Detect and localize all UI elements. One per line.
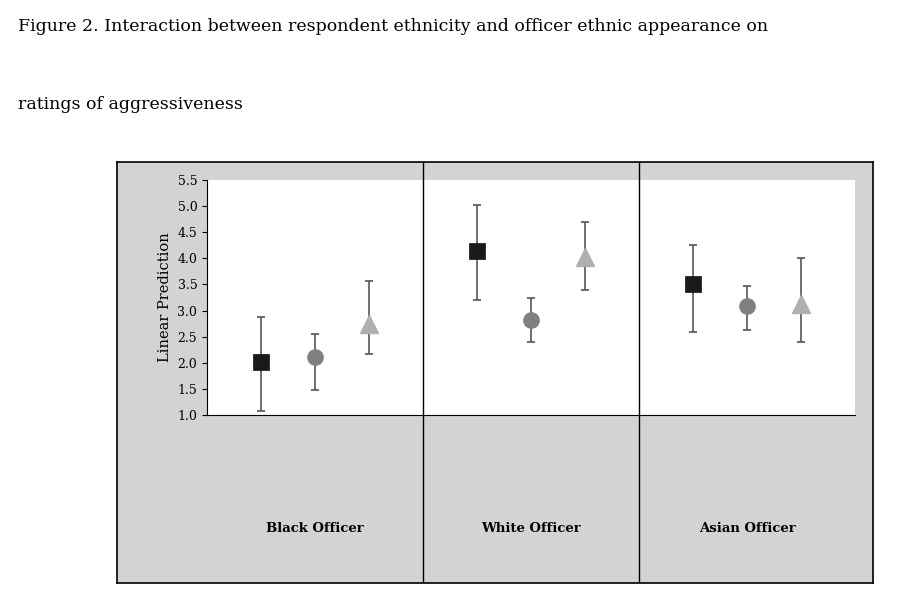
- Text: Black
Resp: Black Resp: [675, 339, 711, 367]
- Text: Black Officer: Black Officer: [266, 522, 364, 535]
- Text: Asian
Resp: Asian Resp: [784, 339, 818, 367]
- Text: Asian
Resp: Asian Resp: [568, 339, 602, 367]
- Text: Black
Resp: Black Resp: [243, 339, 279, 367]
- Text: White Officer: White Officer: [482, 522, 580, 535]
- Text: Black
Resp: Black Resp: [459, 339, 495, 367]
- Text: Asian
Resp: Asian Resp: [352, 339, 386, 367]
- Text: White
Resp: White Resp: [512, 339, 550, 367]
- Y-axis label: Linear Prediction: Linear Prediction: [158, 233, 172, 362]
- Text: White
Resp: White Resp: [296, 339, 334, 367]
- Text: White
Resp: White Resp: [728, 339, 766, 367]
- Text: ratings of aggressiveness: ratings of aggressiveness: [18, 96, 243, 113]
- Text: Asian Officer: Asian Officer: [698, 522, 796, 535]
- Text: Figure 2. Interaction between respondent ethnicity and officer ethnic appearance: Figure 2. Interaction between respondent…: [18, 18, 768, 35]
